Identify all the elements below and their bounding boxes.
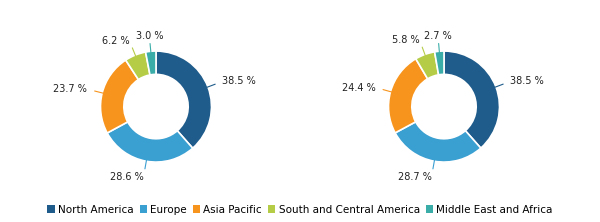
Text: 5.8 %: 5.8 %: [392, 35, 419, 45]
Wedge shape: [101, 60, 139, 133]
Wedge shape: [125, 52, 150, 80]
Text: 28.6 %: 28.6 %: [110, 172, 143, 182]
Text: 3.0 %: 3.0 %: [136, 31, 163, 41]
Wedge shape: [389, 59, 428, 133]
Wedge shape: [156, 51, 211, 148]
Wedge shape: [395, 122, 481, 162]
Text: 38.5 %: 38.5 %: [511, 76, 544, 86]
Legend: North America, Europe, Asia Pacific, South and Central America, Middle East and : North America, Europe, Asia Pacific, Sou…: [45, 203, 555, 217]
Text: 2.7 %: 2.7 %: [424, 31, 452, 41]
Wedge shape: [416, 52, 439, 79]
Wedge shape: [444, 51, 499, 148]
Wedge shape: [434, 51, 444, 75]
Wedge shape: [107, 122, 193, 162]
Text: 28.7 %: 28.7 %: [398, 172, 431, 182]
Text: 24.4 %: 24.4 %: [342, 83, 376, 93]
Text: 23.7 %: 23.7 %: [53, 84, 87, 94]
Wedge shape: [146, 51, 156, 75]
Text: 6.2 %: 6.2 %: [102, 36, 130, 46]
Text: 38.5 %: 38.5 %: [223, 76, 256, 86]
